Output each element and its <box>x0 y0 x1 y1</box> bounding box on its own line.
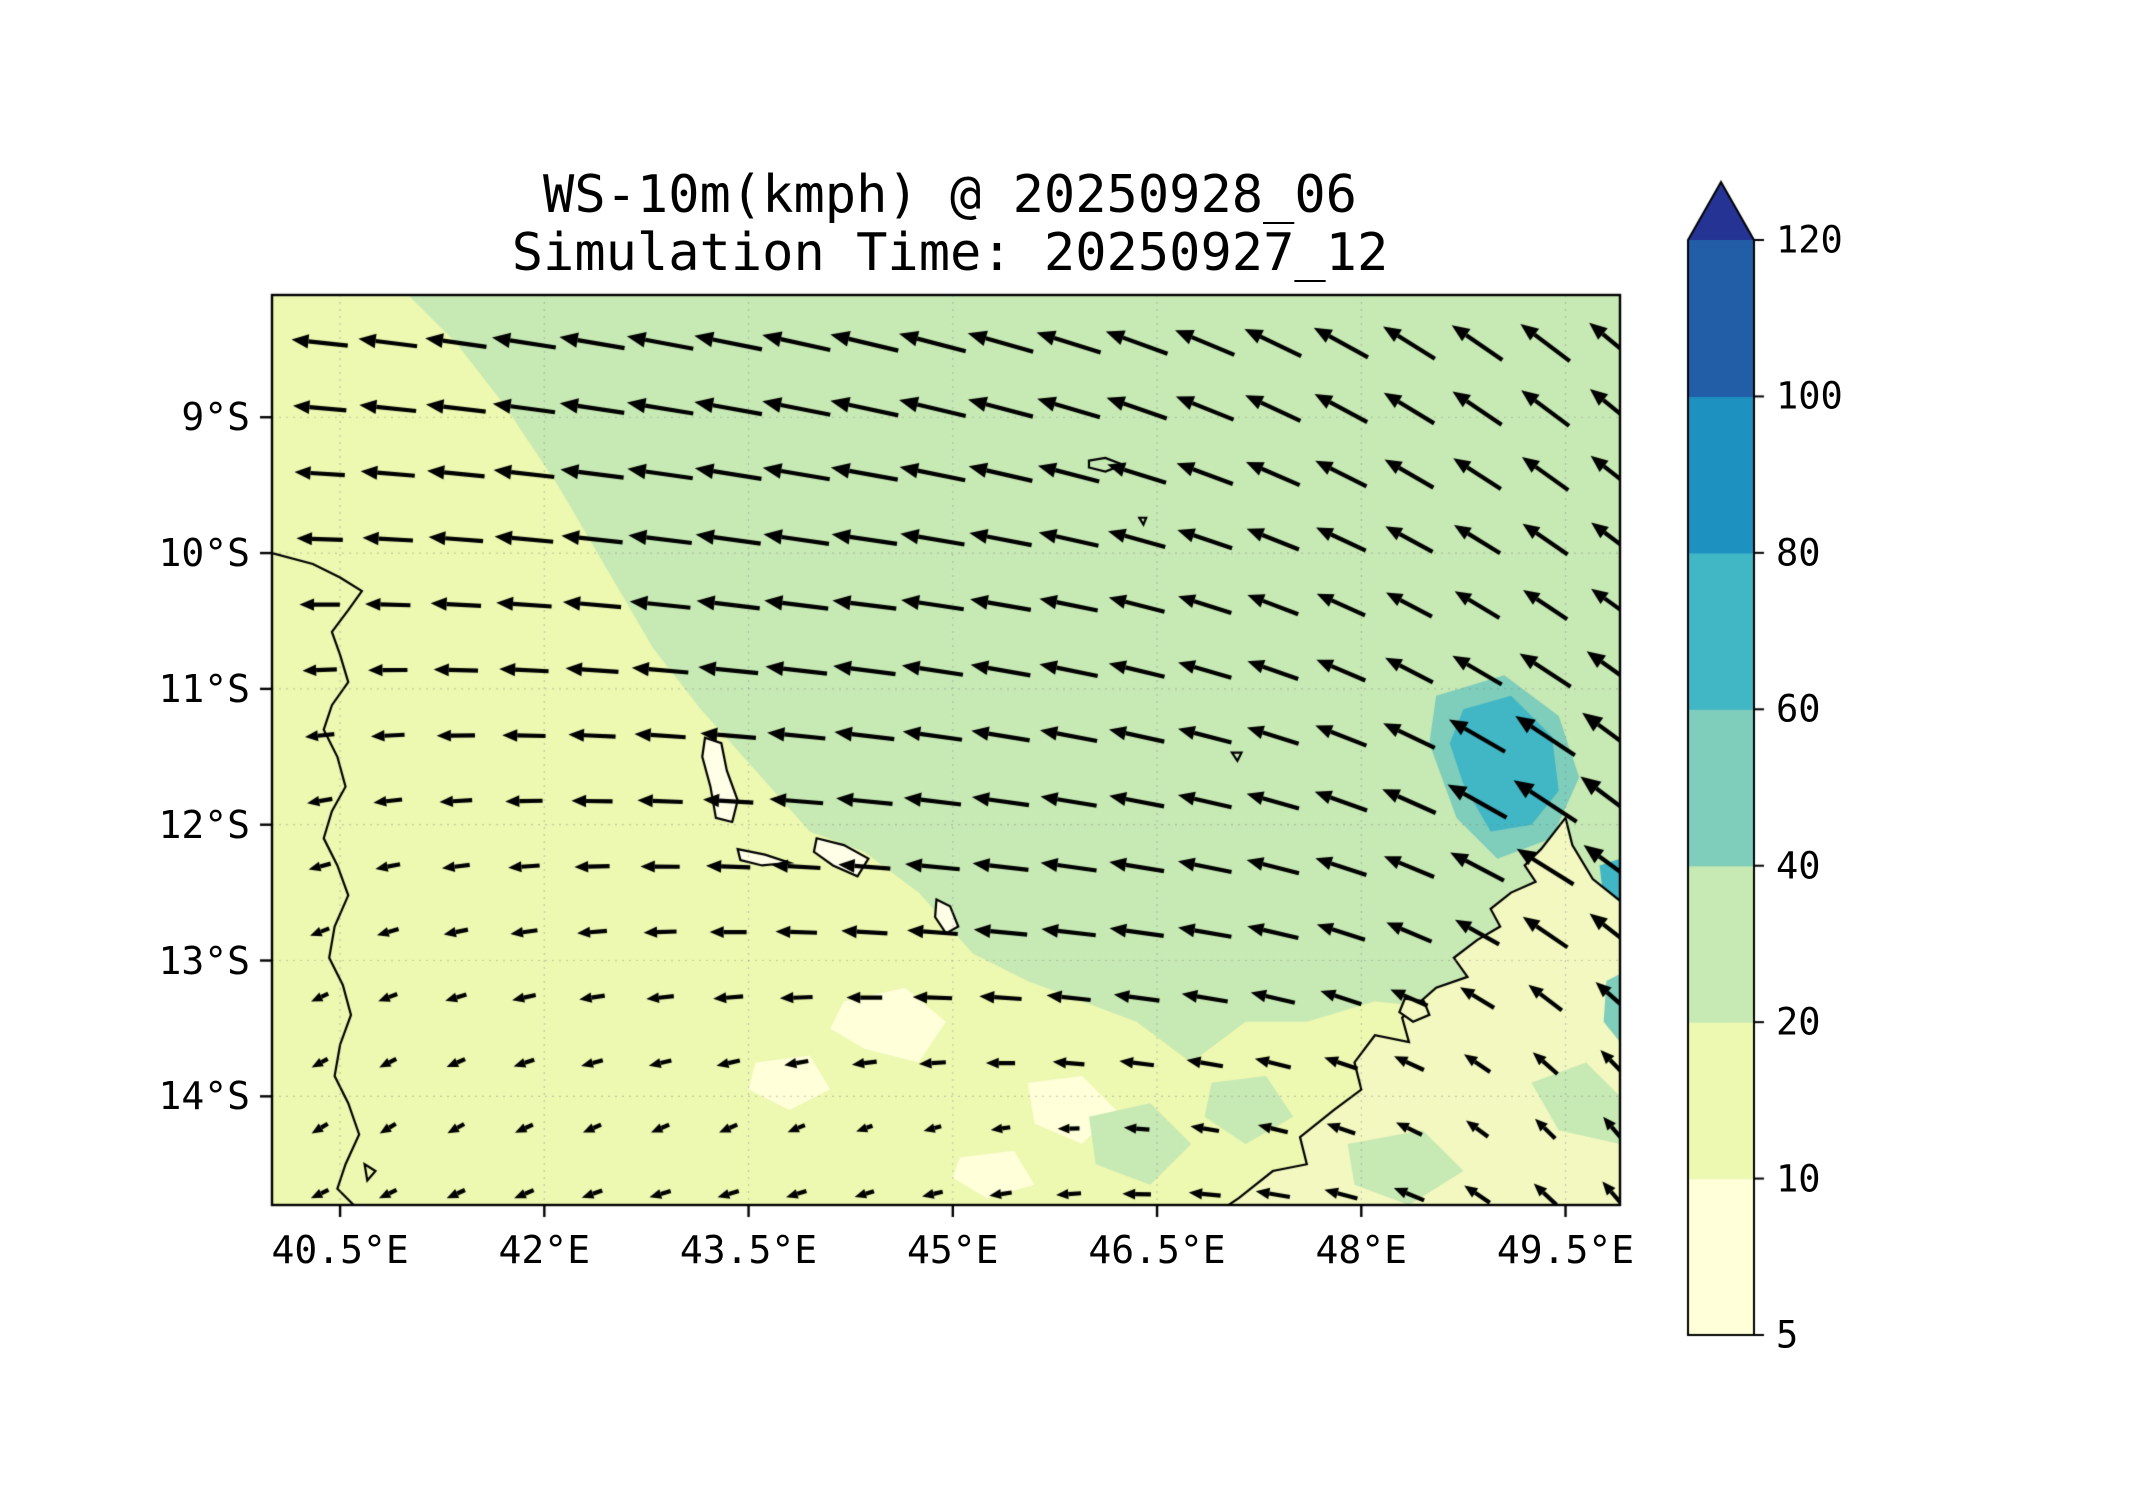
map-canvas <box>0 0 2142 1500</box>
figure: WS-10m(kmph) @ 20250928_06 Simulation Ti… <box>0 0 2142 1500</box>
